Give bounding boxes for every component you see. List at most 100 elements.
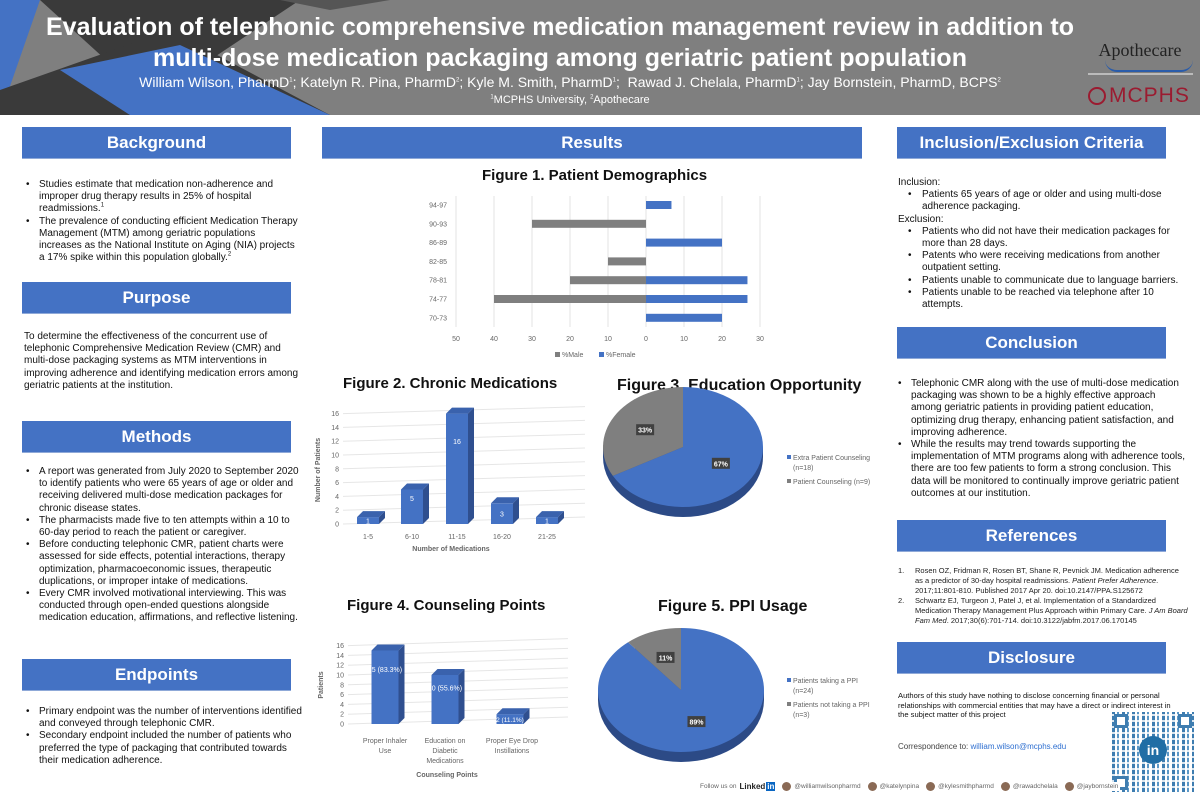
bar (371, 650, 399, 724)
y-tick-label: 90-93 (429, 221, 447, 228)
x-tick-label: Use (379, 748, 392, 755)
bar (491, 503, 513, 524)
figure4-title: Figure 4. Counseling Points (347, 597, 546, 614)
x-tick-label: 11-15 (448, 534, 465, 541)
data-label-box (687, 716, 706, 728)
y-tick-label: 10 (331, 453, 339, 460)
x-tick-label: 20 (718, 336, 726, 343)
bullet: While the results may trend towards supp… (896, 439, 1186, 500)
y-tick-label: 12 (336, 663, 344, 670)
bar-side (523, 708, 530, 724)
mcphs-logo: MCPHS (1088, 84, 1196, 108)
bar-side (423, 483, 429, 524)
data-label-box (636, 424, 655, 436)
bullet: Patients unable to communicate due to la… (898, 275, 1188, 287)
legend-swatch (787, 479, 791, 483)
bar-top (401, 483, 429, 490)
data-label: 1 (545, 519, 549, 526)
y-tick-label: 16 (336, 643, 344, 650)
x-tick-label: Proper Inhaler (363, 738, 408, 745)
data-label: 11% (659, 655, 673, 662)
author: William Wilson, PharmD (139, 74, 290, 90)
figure5-title: Figure 5. PPI Usage (658, 598, 808, 615)
x-tick-label: Instillations (495, 748, 530, 755)
bar-female (646, 295, 748, 303)
bar-side (513, 497, 519, 524)
y-tick-label: 94-97 (429, 203, 447, 210)
mcphs-seal-icon (1088, 87, 1106, 105)
disclosure-heading: Disclosure (897, 642, 1166, 673)
data-label: 15 (83.3%) (368, 667, 402, 674)
x-tick-label: Medications (426, 758, 464, 765)
y-tick-label: 8 (340, 682, 344, 689)
author: Rawad J. Chelala, PharmD (627, 74, 797, 90)
figure2-title: Figure 2. Chronic Medications (343, 375, 558, 392)
bullet: Telephonic CMR along with the use of mul… (896, 378, 1186, 439)
bar-top (357, 511, 385, 518)
social-handle[interactable]: @rawadchelala (1012, 783, 1058, 790)
bar-top (431, 669, 465, 675)
data-label-box (656, 651, 675, 663)
conclusion-heading: Conclusion (897, 327, 1166, 358)
bar-male (532, 219, 646, 228)
data-label: 10 (55.6%) (428, 685, 462, 692)
bullet: Secondary endpoint included the number o… (24, 730, 304, 767)
endpoints-text: Primary endpoint was the number of inter… (24, 706, 304, 767)
x-tick-label: 16-20 (493, 534, 511, 541)
social-handle[interactable]: @katelynpina (879, 783, 920, 790)
y-tick-label: 12 (331, 439, 339, 446)
bullet: The prevalence of conducting efficient M… (24, 216, 299, 265)
y-tick-label: 6 (340, 692, 344, 699)
inclusion-label: Inclusion: (898, 177, 941, 188)
social-handle[interactable]: @kylesmithpharmd (938, 783, 994, 790)
x-tick-label: Diabetic (432, 748, 458, 755)
social-handle[interactable]: @williamwilsonpharmd (794, 783, 861, 790)
legend-label: Patients taking a PPI (793, 678, 858, 685)
y-tick-label: 10 (336, 673, 344, 680)
reference-item: 1. Rosen OZ, Fridman R, Rosen BT, Shane R… (898, 566, 1179, 595)
pie-slice (628, 628, 681, 690)
y-tick-label: 86-89 (429, 240, 447, 247)
linkedin-qr-code[interactable]: in (1112, 712, 1194, 792)
bar-top (446, 407, 474, 414)
bar-side (398, 644, 405, 724)
x-tick-label: 21-25 (538, 534, 556, 541)
bar-female (646, 238, 722, 247)
bar-female (646, 201, 672, 209)
purpose-heading: Purpose (22, 282, 291, 313)
affiliation: MCPHS University (493, 94, 584, 106)
avatar (782, 782, 792, 791)
author-sup: 1 (612, 77, 616, 84)
affiliation: Apothecare (593, 94, 650, 106)
x-tick-label: 20 (566, 336, 574, 343)
legend-label: Patient Counseling (n=9) (793, 479, 870, 486)
bar-male (608, 257, 646, 266)
legend-label: (n=18) (793, 465, 813, 472)
bar-top (536, 511, 564, 518)
y-tick-label: 78-81 (429, 278, 447, 285)
x-tick-label: 0 (644, 336, 648, 343)
author-list: William Wilson, PharmD1; Katelyn R. Pina… (139, 74, 1001, 90)
bar-side (558, 511, 564, 524)
legend-swatch (787, 455, 791, 459)
y-tick-label: 0 (340, 722, 344, 729)
bullet: Patients 65 years of age or older and us… (898, 189, 1188, 213)
bullet: Before conducting telephonic CMR, patien… (24, 539, 304, 588)
bar-side (468, 407, 474, 524)
gridline (347, 638, 569, 647)
social-handle[interactable]: @jaybornstein (1076, 783, 1119, 790)
mcphs-logo-text: MCPHS (1109, 84, 1190, 107)
qr-finder (1178, 714, 1192, 728)
x-axis-title: Counseling Points (416, 772, 478, 779)
endpoints-heading: Endpoints (22, 659, 291, 690)
qr-finder (1114, 714, 1128, 728)
bar-top (496, 708, 530, 715)
data-label: 67% (714, 461, 729, 468)
linkedin-logo[interactable]: Linked in (739, 782, 776, 791)
email-link[interactable]: william.wilson@mcphs.edu (970, 742, 1067, 751)
legend-label: (n=24) (793, 688, 813, 695)
legend-label: Extra Patient Counseling (793, 455, 870, 462)
author-sup: 2 (456, 77, 460, 84)
bar-top (491, 497, 519, 504)
